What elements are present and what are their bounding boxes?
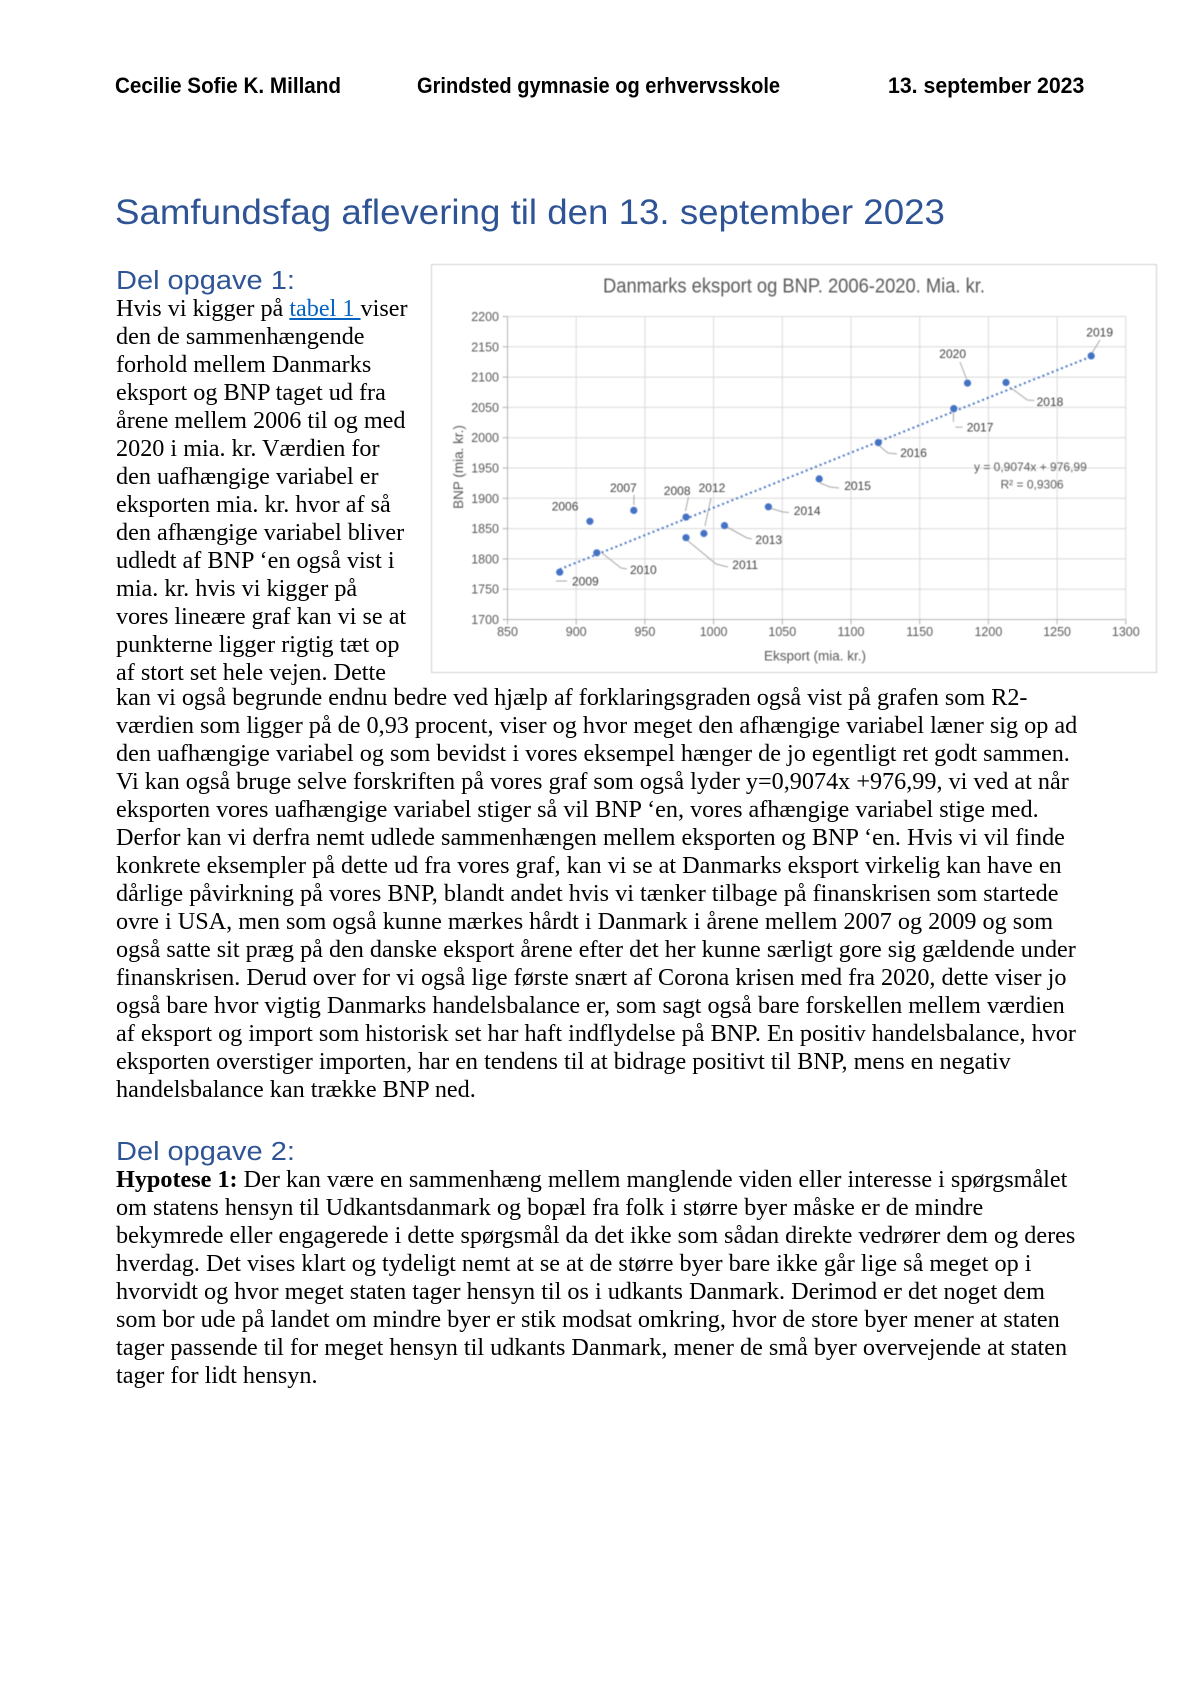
svg-text:2015: 2015 [844,479,871,493]
svg-text:1750: 1750 [471,583,499,597]
svg-text:1150: 1150 [906,625,933,639]
svg-text:Eksport (mia. kr.): Eksport (mia. kr.) [764,649,866,664]
svg-text:850: 850 [497,625,518,639]
svg-text:R² = 0,9306: R² = 0,9306 [1001,478,1064,492]
svg-text:2050: 2050 [471,401,499,415]
svg-text:2019: 2019 [1086,326,1113,340]
svg-text:2000: 2000 [471,431,499,445]
svg-text:2020: 2020 [939,347,966,361]
svg-text:1850: 1850 [471,522,499,536]
svg-text:1800: 1800 [471,552,499,566]
svg-text:2013: 2013 [755,533,782,547]
svg-text:2018: 2018 [1037,395,1064,409]
svg-text:1700: 1700 [471,613,499,627]
svg-text:1950: 1950 [471,462,499,476]
svg-text:2012: 2012 [699,481,726,495]
svg-text:Danmarks eksport og BNP. 2006-: Danmarks eksport og BNP. 2006-2020. Mia.… [603,276,985,298]
svg-text:2010: 2010 [630,563,657,577]
svg-text:2100: 2100 [471,371,499,385]
svg-text:2150: 2150 [471,340,499,354]
svg-text:950: 950 [634,625,655,639]
svg-text:y = 0,9074x + 976,99: y = 0,9074x + 976,99 [974,460,1087,474]
svg-text:BNP (mia. kr.): BNP (mia. kr.) [451,425,466,509]
svg-text:2011: 2011 [732,558,758,572]
svg-text:1000: 1000 [700,625,728,639]
svg-text:2009: 2009 [572,575,599,589]
svg-text:2017: 2017 [967,421,994,435]
svg-text:1250: 1250 [1043,625,1071,639]
svg-text:1300: 1300 [1112,625,1140,639]
svg-text:2200: 2200 [471,310,499,324]
svg-text:1050: 1050 [768,625,796,639]
svg-text:2008: 2008 [664,484,691,498]
svg-text:1100: 1100 [838,625,865,639]
svg-text:900: 900 [566,625,587,639]
svg-text:1200: 1200 [974,625,1002,639]
svg-text:2014: 2014 [794,504,821,518]
svg-text:2006: 2006 [552,500,579,514]
svg-text:1900: 1900 [471,492,499,506]
svg-text:2016: 2016 [900,446,927,460]
svg-text:2007: 2007 [610,481,637,495]
